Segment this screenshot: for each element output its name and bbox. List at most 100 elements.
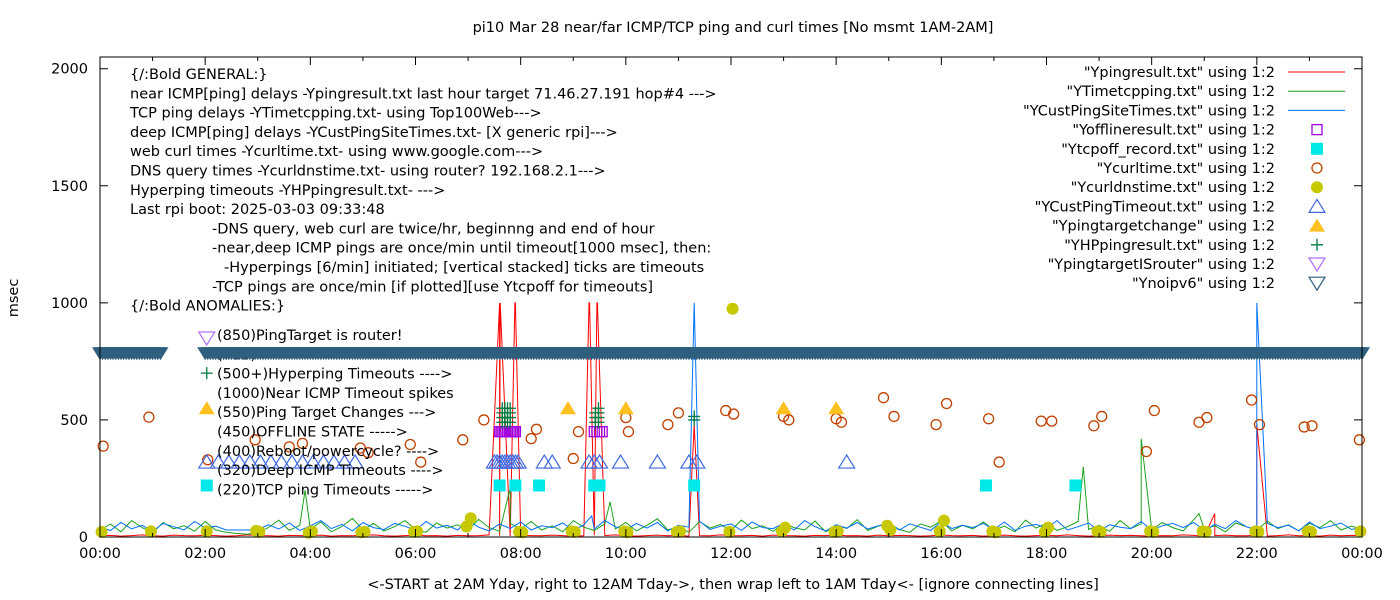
data-point (617, 401, 634, 415)
general-note: -Hyperpings [6/min] initiated; [vertical… (224, 260, 704, 276)
data-point (1088, 420, 1100, 432)
data-point (989, 526, 1002, 539)
data-point (783, 414, 795, 426)
legend-label: "Ypingtargetchange" using 1:2 (1052, 219, 1275, 235)
legend-label: "Ypingresult.txt" using 1:2 (1084, 65, 1275, 81)
x-tick-label: 06:00 (395, 546, 437, 562)
legend-swatch (1311, 238, 1323, 251)
data-point (249, 434, 261, 446)
y-tick-label: 500 (60, 413, 88, 429)
data-point (1069, 479, 1082, 492)
y-tick-label: 1500 (51, 179, 88, 195)
general-note: deep ICMP[ping] delays -YCustPingSiteTim… (130, 125, 618, 141)
data-point (251, 453, 270, 469)
x-tick-label: 12:00 (710, 546, 752, 562)
legend-swatch (1307, 276, 1327, 292)
data-point (596, 425, 608, 438)
general-note: TCP ping delays -YTimetcpping.txt- using… (129, 106, 542, 122)
data-point (533, 479, 546, 492)
data-point (209, 453, 228, 469)
data-point (535, 453, 554, 469)
data-point (411, 525, 424, 538)
data-point (200, 525, 213, 538)
x-tick-label: 00:00 (1341, 546, 1383, 562)
data-point (198, 401, 215, 415)
data-point (937, 514, 950, 527)
y-axis-label: msec (6, 279, 22, 318)
data-point (1353, 434, 1366, 446)
legend-label: "YCustPingTimeout.txt" using 1:2 (1035, 199, 1275, 215)
data-point (200, 367, 213, 380)
data-point (335, 453, 354, 469)
data-point (345, 453, 365, 469)
data-point (687, 453, 706, 469)
general-note: -TCP pings are once/min [if plotted][use… (212, 279, 653, 295)
data-point (1304, 525, 1317, 538)
chart-title: pi10 Mar 28 near/far ICMP/TCP ping and c… (473, 20, 994, 36)
data-point (509, 479, 522, 492)
anomaly-note: (450)OFFLINE STATE -----> (217, 425, 408, 441)
data-point (97, 440, 109, 452)
data-point (202, 454, 214, 466)
data-point (1046, 415, 1058, 427)
data-point (1298, 421, 1310, 433)
data-point (930, 418, 942, 431)
data-point (837, 453, 856, 469)
general-note: near ICMP[ping] delays -Ypingresult.txt … (130, 86, 717, 102)
data-point (1201, 411, 1213, 424)
data-point (688, 410, 701, 423)
legend-label: "YpingtargetISrouter" using 1:2 (1048, 257, 1275, 273)
data-point (219, 453, 238, 469)
data-point (1306, 420, 1318, 432)
legend-label: "Ynoipv6" using 1:2 (1132, 276, 1275, 292)
data-point (1354, 525, 1367, 538)
data-point (296, 437, 309, 449)
x-tick-label: 18:00 (1026, 546, 1068, 562)
data-point (197, 453, 216, 469)
data-point (143, 411, 155, 423)
y-tick-label: 0 (79, 530, 88, 546)
data-point (314, 453, 333, 469)
x-axis-label: <-START at 2AM Yday, right to 12AM Tday-… (367, 577, 1099, 593)
legend-label: "Ycurltime.txt" using 1:2 (1097, 161, 1275, 177)
anomaly-note: (400)Reboot/powercycle? ----> (217, 444, 439, 460)
x-tick-label: 02:00 (184, 546, 226, 562)
data-point (567, 452, 579, 465)
data-point (1140, 445, 1153, 458)
data-point (831, 525, 844, 538)
anomaly-note: (500+)Hyperping Timeouts ----> (217, 367, 452, 383)
data-point (1252, 525, 1265, 538)
noipv6-band (207, 347, 1361, 354)
data-point (1042, 521, 1055, 534)
data-point (530, 423, 543, 435)
data-point (779, 521, 792, 534)
data-point (487, 453, 507, 469)
legend-swatch (1311, 162, 1323, 174)
annotation-text: {/:Bold GENERAL:} near ICMP[ping] delays … (129, 67, 717, 498)
x-tick-label: 08:00 (500, 546, 542, 562)
data-point (568, 525, 581, 538)
data-point (673, 525, 686, 538)
data-point (662, 418, 674, 431)
data-point (1035, 415, 1047, 427)
data-point (585, 453, 604, 469)
data-point (877, 392, 890, 404)
y-tick-label: 1000 (51, 296, 88, 312)
data-point (200, 479, 213, 492)
data-point (940, 397, 953, 410)
data-point (197, 331, 216, 347)
data-point (253, 525, 266, 538)
data-point (509, 425, 522, 438)
data-point (543, 453, 562, 469)
data-point (1148, 404, 1160, 417)
data-point (415, 456, 427, 468)
general-note: {/:Bold GENERAL:} (130, 67, 268, 83)
legend-swatch (1307, 198, 1327, 213)
general-note: -DNS query, web curl are twice/hr, begin… (212, 221, 655, 237)
data-point (305, 525, 318, 538)
x-tick-label: 16:00 (920, 546, 962, 562)
data-point (593, 479, 606, 492)
data-point (1094, 525, 1107, 538)
data-point (493, 479, 506, 492)
